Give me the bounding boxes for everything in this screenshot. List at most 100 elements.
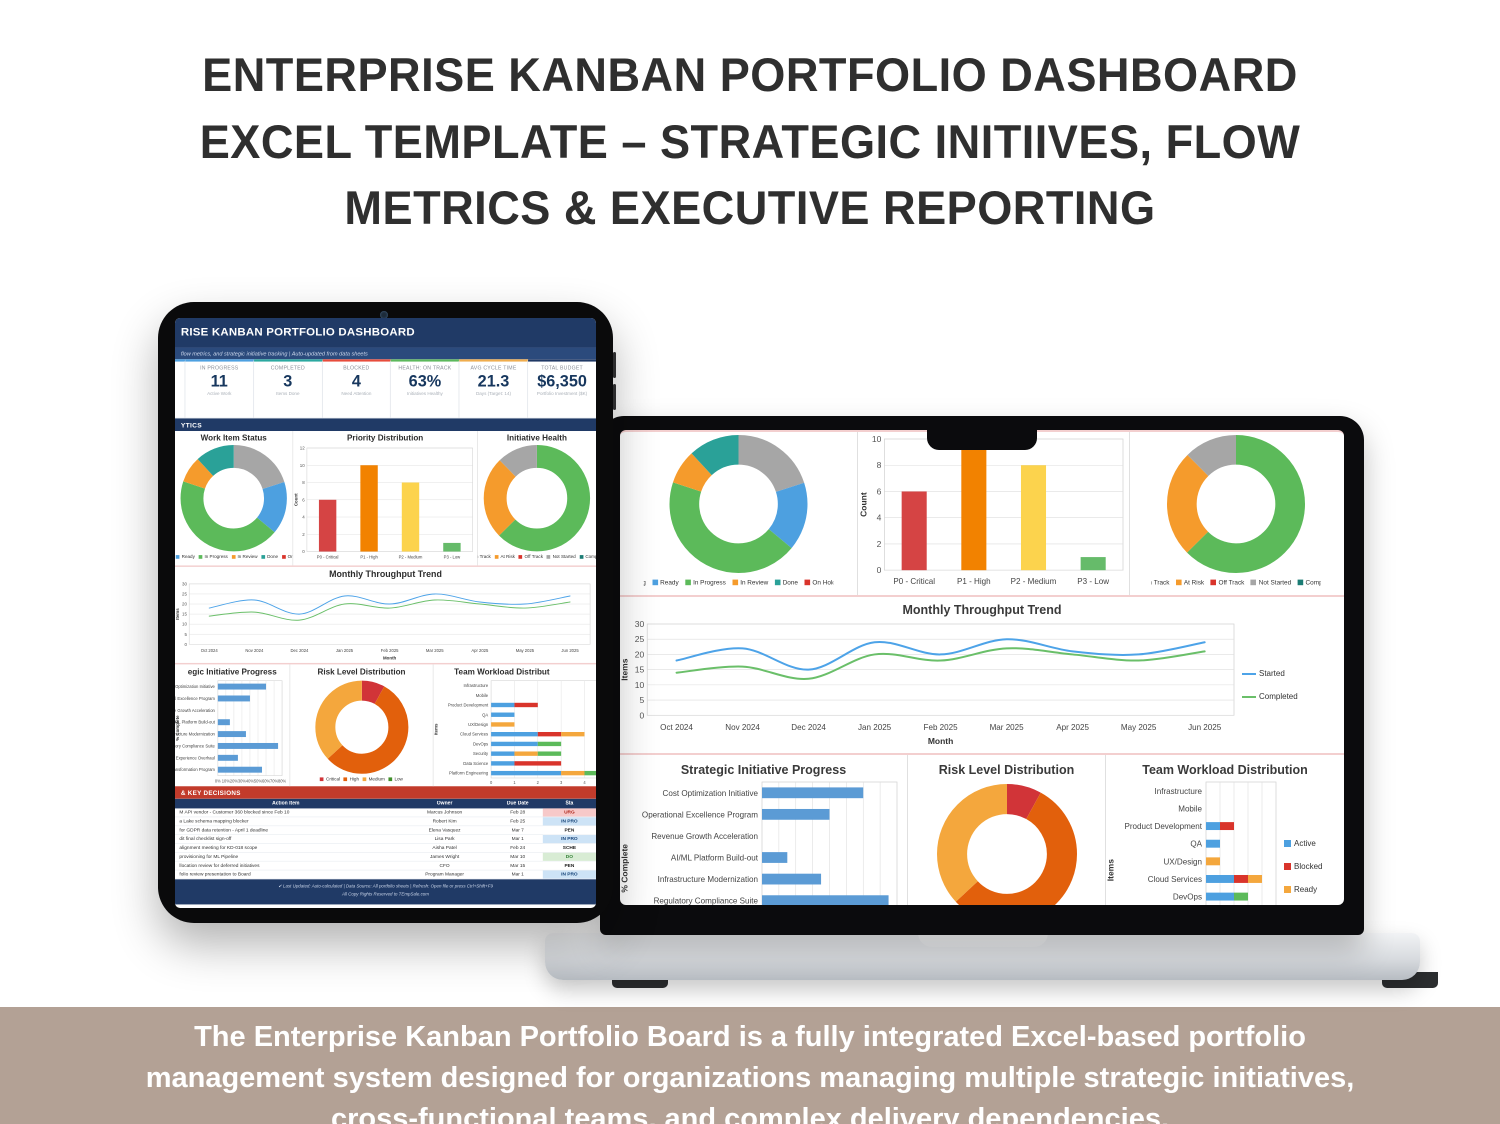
svg-text:P3 - Low: P3 - Low [1077, 577, 1109, 586]
svg-text:Cost Optimization Initiative: Cost Optimization Initiative [663, 789, 759, 798]
legend-item-ready: Ready [1284, 885, 1317, 894]
svg-text:8: 8 [302, 480, 305, 485]
laptop-throughput-panel: Monthly Throughput Trend 0 5 10 15 20 25 30 Oct… [620, 597, 1344, 755]
strategic-progress-title: Strategic Initiative Progress [680, 763, 847, 777]
priority-title: Priority Distribution [346, 433, 424, 443]
legend-item-high: High [343, 777, 359, 782]
team-workload-bar-chart: 012345InfrastructureMobileProduct Develo… [433, 678, 596, 787]
table-row: a Lake schema mapping blocker Robert Kim… [175, 817, 596, 827]
strategic-progress-bar-chart: 0%10%20%30%40%50%60%70%80%Cost Optimizat… [620, 779, 907, 905]
cell-due-date: Mar 15 [510, 863, 526, 869]
svg-text:5: 5 [184, 632, 187, 637]
legend-item-started: Started [1242, 669, 1285, 678]
legend-item-ready: Ready [175, 554, 195, 560]
kpi-card: BLOCKED 4 Need Attention [322, 359, 392, 418]
svg-text:Jan 2025: Jan 2025 [336, 648, 354, 653]
table-row: M API vendor - Customer 360 blocked sinc… [175, 808, 596, 818]
kpi-value: 63% [408, 371, 442, 391]
initiative-health-legend: On Track At Risk Off Track Not Started C… [1151, 576, 1321, 589]
kpi-value: 11 [210, 371, 228, 391]
legend-swatch-icon [494, 555, 499, 559]
svg-text:70%: 70% [270, 778, 279, 783]
priority-bar-chart: 0 2 4 6 8 10 P0 - Critical P1 - High P2 - Medium… [858, 434, 1129, 594]
initiative_health-chart-svg [1166, 434, 1306, 574]
svg-text:3: 3 [560, 780, 563, 785]
legend-swatch-icon [175, 555, 180, 559]
svg-text:40%: 40% [246, 778, 255, 783]
initiative_health-chart-svg [483, 445, 591, 552]
page-title-line3: METRICS & EXECUTIVE REPORTING [344, 181, 1156, 235]
laptop-initiative-health-panel: On Track At Risk Off Track Not Started C… [1130, 432, 1342, 595]
svg-text:Items: Items [620, 658, 630, 680]
work-item-status-title: Work Item Status [200, 433, 267, 443]
legend-swatch-icon [362, 777, 367, 782]
laptop-charts-row-top: Backlog Ready In Progress In Review Done… [620, 432, 1344, 597]
svg-text:15: 15 [635, 665, 645, 675]
legend-item-active: Active [1284, 839, 1316, 848]
svg-text:Mar 2025: Mar 2025 [426, 648, 444, 653]
strategic_progress-chart-svg: 0%10%20%30%40%50%60%70%80% Cost Optimizat… [175, 680, 287, 783]
status-badge: PEN [542, 826, 596, 835]
table-row: folio review presentation to Board Progr… [175, 870, 596, 880]
kpi-value: 3 [283, 371, 293, 391]
cell-due-date: Mar 1 [511, 871, 524, 878]
svg-text:4: 4 [583, 780, 586, 785]
legend-swatch-icon [579, 555, 584, 559]
footer-line1: ✔ Last Updated: Auto-calculated | Data S… [278, 884, 493, 889]
team-workload-bar-chart: 012345InfrastructureMobileProduct Develo… [1106, 779, 1284, 905]
initiative-health-title: Initiative Health [506, 433, 567, 443]
legend-swatch-icon [343, 777, 348, 782]
tablet-charts-row-bottom: egic Initiative Progress 0% 10% 20% 30% 40% 5… [175, 664, 596, 787]
svg-text:20%: 20% [230, 778, 239, 783]
legend-swatch-icon [1250, 579, 1257, 585]
tablet-screen: RISE KANBAN PORTFOLIO DASHBOARD flow met… [175, 318, 596, 908]
legend-item-on-track: On Track [478, 554, 491, 559]
svg-text:15: 15 [182, 612, 187, 617]
cell-due-date: Feb 28 [510, 809, 526, 816]
column-due-date: Due Date [506, 801, 529, 807]
svg-text:10: 10 [635, 680, 645, 690]
cell-owner: Lisa Park [434, 836, 455, 842]
legend-swatch-icon [1242, 695, 1256, 698]
legend-item-completed: Completed [1242, 692, 1298, 701]
cell-action-item: for GDPR data retention - April 1 deadli… [179, 827, 269, 833]
svg-text:Feb 2025: Feb 2025 [924, 723, 959, 732]
tablet-initiative-health-panel: Initiative Health On Track At Risk Off T… [478, 431, 596, 565]
legend-item-critical: Critical [320, 777, 340, 782]
table-row: for GDPR data retention - April 1 deadli… [175, 826, 596, 836]
tablet-strategic-progress-panel: egic Initiative Progress 0% 10% 20% 30% 40% 5… [175, 664, 291, 787]
kpi-card-partial [175, 359, 186, 418]
laptop-base [545, 933, 1420, 980]
kpi-sublabel: Initiatives Healthy [407, 391, 443, 397]
svg-text:Apr 2025: Apr 2025 [1056, 723, 1089, 732]
legend-swatch-icon [774, 579, 781, 585]
svg-text:Feb 2025: Feb 2025 [381, 648, 399, 653]
team-workload-title: Team Workload Distribution [1142, 763, 1308, 777]
svg-text:20: 20 [635, 649, 645, 659]
svg-text:2: 2 [877, 539, 882, 549]
cell-action-item: dit final checklist sign-off [179, 836, 232, 842]
legend-item-low: Low [388, 777, 403, 782]
svg-text:Count: Count [859, 492, 869, 517]
table-row: provisioning for ML Pipeline James Wrigh… [175, 852, 596, 862]
svg-text:0: 0 [490, 780, 493, 785]
svg-text:Cloud Services: Cloud Services [1148, 875, 1202, 884]
work_item_status-chart-svg [180, 445, 287, 552]
status-badge: IN PRO [542, 817, 596, 826]
tablet-throughput-panel: Monthly Throughput Trend 0 5 10 15 20 25 30 Oct… [175, 567, 596, 665]
legend-item-at-risk: At Risk [1175, 578, 1204, 586]
svg-text:Infrastructure Modernization: Infrastructure Modernization [658, 875, 758, 884]
legend-swatch-icon [1284, 886, 1291, 893]
svg-text:Items: Items [434, 723, 439, 735]
kpi-card: AVG CYCLE TIME 21.3 Days (Target: 14) [459, 359, 529, 418]
svg-text:25: 25 [182, 592, 187, 597]
laptop-work-item-status-panel: Backlog Ready In Progress In Review Done… [620, 432, 858, 595]
legend-swatch-icon [388, 777, 393, 782]
page-title-line1: ENTERPRISE KANBAN PORTFOLIO DASHBOARD [202, 48, 1298, 101]
svg-text:0: 0 [184, 642, 187, 647]
work-item-status-legend: Backlog Ready In Progress In Review Done… [175, 552, 292, 562]
risk-chart-svg [936, 783, 1077, 905]
svg-text:Cost Optimization Initiative: Cost Optimization Initiative [175, 684, 216, 689]
svg-text:May 2025: May 2025 [1121, 723, 1157, 732]
svg-text:10%: 10% [222, 778, 231, 783]
